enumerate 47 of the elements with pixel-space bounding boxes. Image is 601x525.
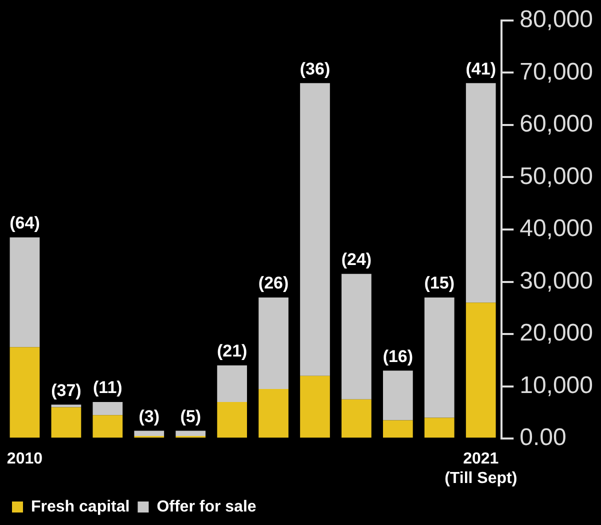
- bar: [92, 402, 123, 416]
- bar: [51, 407, 82, 438]
- y-tick-label: 0.00: [520, 424, 566, 452]
- bar: [424, 418, 454, 438]
- annotation: (64): [10, 214, 40, 233]
- y-tick-label: 50,000: [520, 162, 593, 190]
- y-tick-label: 10,000: [520, 372, 593, 399]
- bar: [10, 237, 40, 348]
- legend-label: Fresh capital: [31, 498, 130, 516]
- annotation: (36): [300, 59, 330, 78]
- annotation: (21): [216, 342, 248, 361]
- bar: [342, 274, 372, 400]
- legend-label: Offer for sale: [156, 498, 256, 516]
- y-tick-label: 60,000: [520, 110, 593, 138]
- bar: [134, 430, 164, 436]
- bar: [176, 430, 206, 436]
- y-tick-label: 20,000: [520, 320, 593, 347]
- annotation: (3): [138, 406, 160, 426]
- annotation: (5): [180, 406, 201, 426]
- annotation: (24): [341, 250, 372, 270]
- bar: [300, 83, 330, 376]
- bar: [217, 402, 247, 438]
- bar: [217, 365, 247, 402]
- annotation: (26): [258, 274, 289, 293]
- annotation: (37): [51, 380, 82, 400]
- annotation: (41): [466, 59, 496, 78]
- annotation: (11): [93, 378, 122, 398]
- annotation: (15): [424, 274, 455, 293]
- bar: [51, 404, 82, 408]
- y-tick-label: 80,000: [520, 6, 593, 34]
- x-tick-label: 2010: [6, 450, 43, 468]
- bar: [466, 83, 496, 303]
- x-tick-label: 2021 (Till Sept): [444, 450, 518, 487]
- bar: [300, 376, 330, 438]
- bar: [466, 302, 496, 438]
- bar: [258, 297, 288, 389]
- y-tick-label: 40,000: [520, 215, 593, 242]
- bar: [258, 388, 288, 438]
- y-tick-label: 30,000: [520, 267, 593, 294]
- y-tick-label: 70,000: [520, 58, 593, 86]
- bar: [92, 415, 123, 438]
- annotation: (16): [382, 346, 414, 366]
- bar: [383, 370, 413, 420]
- bar: [10, 347, 40, 438]
- bar: [424, 297, 454, 418]
- bar: [383, 420, 413, 438]
- bar: [342, 399, 372, 438]
